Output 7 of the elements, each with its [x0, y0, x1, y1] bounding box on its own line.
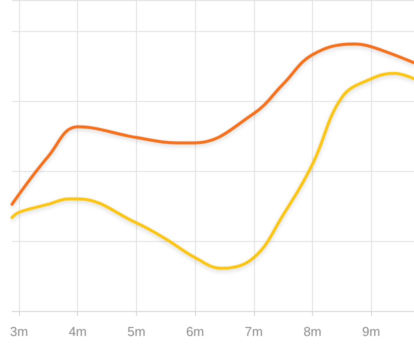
- x-tick-label: 5m: [127, 324, 146, 339]
- x-tick-label: 8m: [303, 324, 322, 339]
- x-tick-label: 7m: [244, 324, 263, 339]
- x-tick-label: 3m: [10, 324, 28, 339]
- x-tick-label: 6m: [186, 324, 204, 339]
- x-tick-label: 4m: [68, 324, 87, 339]
- x-tick-label: 9m: [362, 324, 380, 339]
